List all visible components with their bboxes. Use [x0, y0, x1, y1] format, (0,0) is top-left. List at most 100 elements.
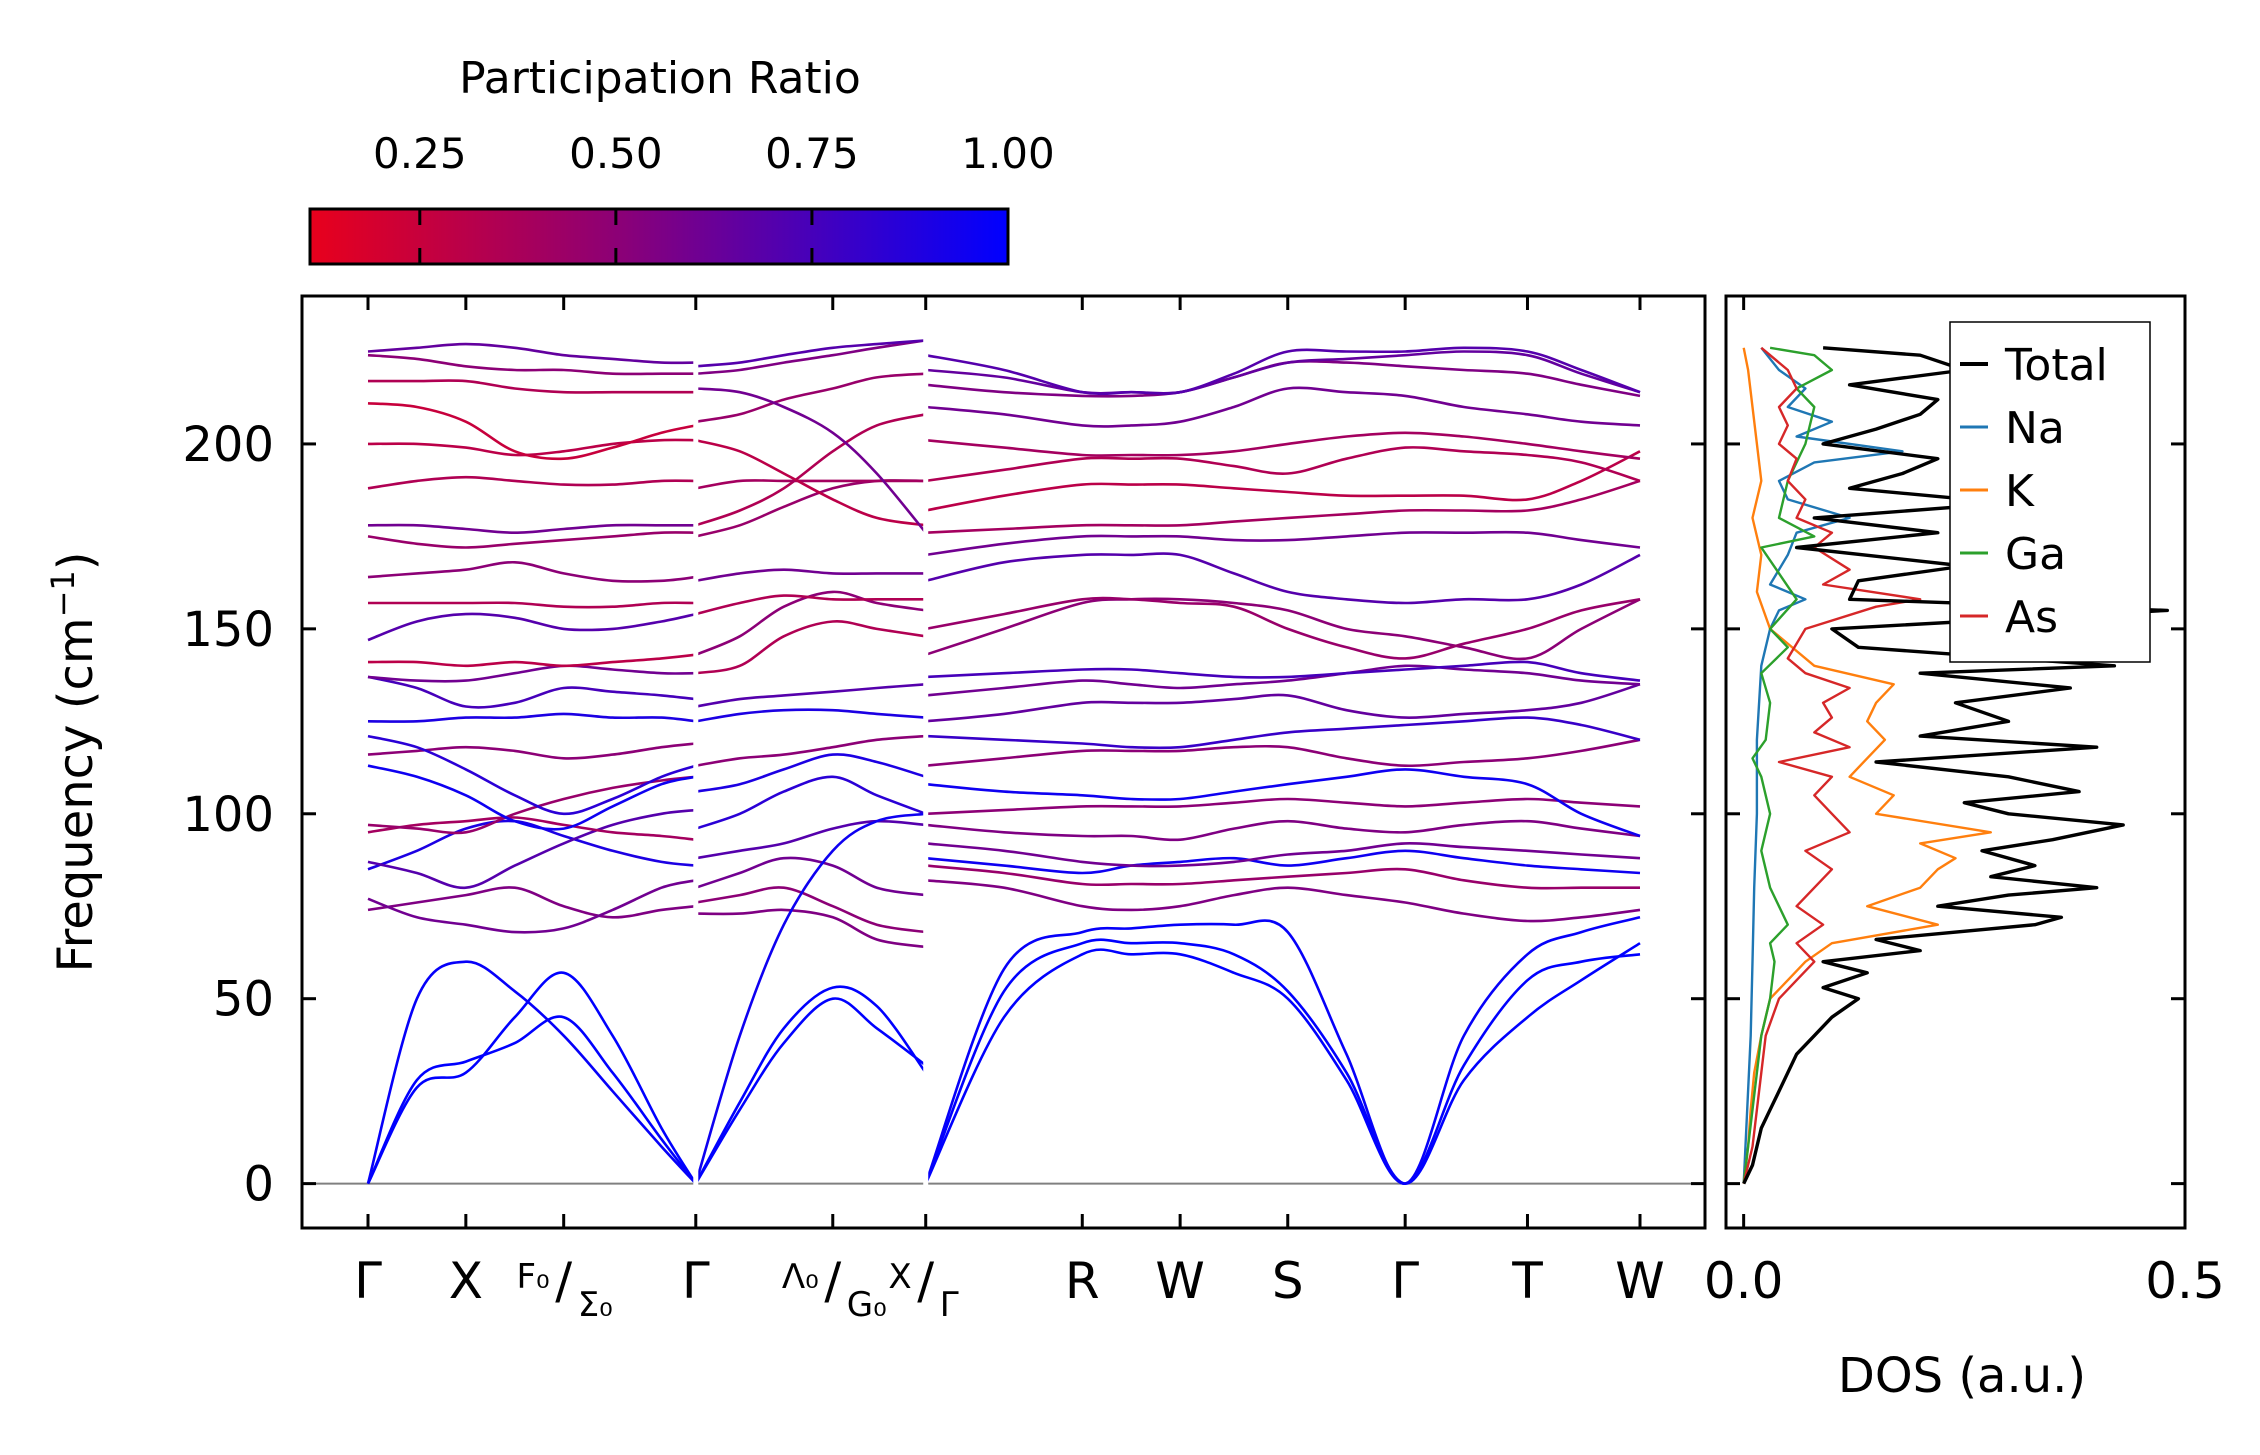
- phonon-branch: [695, 908, 926, 949]
- y-tick-label: 200: [182, 417, 274, 473]
- phonon-branch: [695, 708, 926, 723]
- dos-axes-frame: [1724, 294, 2187, 1230]
- y-tick-label: 100: [182, 787, 274, 843]
- phonon-branch: [925, 479, 1641, 534]
- phonon-branch: [925, 797, 1641, 816]
- x-tick-label-fraction: X / Γ: [888, 1252, 958, 1325]
- x-tick-label-x: X: [449, 1252, 483, 1310]
- phonon-branch: [367, 560, 696, 583]
- phonon-branch: [367, 612, 697, 642]
- phonon-branch: [695, 886, 926, 934]
- phonon-branch: [925, 346, 1641, 396]
- x-tick-label-gamma: Γ: [354, 1252, 382, 1310]
- dos-panel: 0.0 0.5 DOS (a.u.) Total Na K Ga As: [1704, 294, 2225, 1404]
- phonon-branch: [695, 438, 926, 527]
- fraction-slash: /: [824, 1252, 841, 1310]
- fraction-slash: /: [917, 1252, 934, 1310]
- phonon-branch: [367, 712, 696, 723]
- legend-label: Ga: [2005, 529, 2066, 580]
- y-axis-label: Frequency (cm−1): [44, 551, 104, 972]
- x-tick-label-t: T: [1511, 1252, 1543, 1310]
- legend-label: Total: [2004, 340, 2108, 391]
- colorbar-title: Participation Ratio: [459, 53, 861, 104]
- phonon-branch: [695, 479, 926, 490]
- colorbar-tick-label: 0.75: [765, 129, 859, 178]
- phonon-branch: [925, 446, 1641, 483]
- phonon-branch: [695, 819, 926, 860]
- dos-x-axis: 0.0 0.5: [1704, 296, 2225, 1310]
- x-tick-label-w: W: [1615, 1252, 1664, 1310]
- y-tick-label: 50: [213, 972, 274, 1028]
- phonon-branch: [367, 808, 696, 890]
- x-tick-label-fraction: Λ₀ / G₀: [782, 1252, 887, 1325]
- phonon-branch: [367, 531, 696, 549]
- x-tick-label-gamma: Γ: [682, 1252, 710, 1310]
- phonon-branch: [367, 438, 696, 457]
- phonon-branch: [925, 431, 1641, 460]
- phonon-branch: [695, 683, 926, 708]
- y-axis-label-exponent: −1: [44, 570, 82, 617]
- legend-label: K: [2005, 466, 2035, 517]
- phonon-branch: [695, 590, 926, 656]
- phonon-branch: [925, 879, 1641, 923]
- phonon-branch: [368, 379, 696, 394]
- phonon-branch: [925, 596, 1641, 660]
- phonon-branch: [368, 601, 696, 609]
- phonon-branch: [924, 948, 1641, 1185]
- dos-y-ticks: [1726, 442, 2185, 1186]
- phonon-branch: [367, 664, 696, 683]
- phonon-branch: [367, 523, 696, 535]
- dos-x-tick-label: 0.5: [2145, 1252, 2225, 1310]
- phonon-branch: [925, 450, 1641, 512]
- colorbar-ticks: 0.25 0.50 0.75 1.00: [373, 129, 1055, 264]
- phonon-branch: [694, 812, 926, 1184]
- phonon-branch: [695, 387, 927, 534]
- legend-entry-na: Na: [1960, 403, 2065, 454]
- legend-label: As: [2005, 592, 2058, 643]
- phonon-branch: [925, 664, 1641, 697]
- x-tick-label-r: R: [1065, 1252, 1100, 1310]
- phonon-branch: [925, 849, 1641, 875]
- y-axis-label-close: ): [48, 551, 104, 570]
- phonon-branch: [925, 819, 1641, 842]
- colorbar: Participation Ratio 0.25 0.50 0.75 1.00: [308, 53, 1055, 266]
- phonon-branch: [366, 971, 697, 1185]
- phonon-branch: [367, 402, 697, 461]
- fraction-denominator: G₀: [847, 1285, 887, 1325]
- phonon-branch: [925, 530, 1641, 557]
- y-tick-label: 150: [182, 602, 274, 658]
- band-axes-frame: [300, 294, 1707, 1230]
- phonon-branch: [925, 350, 1641, 395]
- phonon-branch: [695, 753, 927, 793]
- phonon-branch: [925, 716, 1641, 750]
- phonon-branch: [695, 775, 927, 830]
- y-tick-label: 0: [243, 1157, 274, 1213]
- phonon-branch: [366, 960, 697, 1185]
- phonon-branch: [367, 653, 696, 668]
- colorbar-bar: [308, 207, 1010, 266]
- phonon-branch: [367, 886, 696, 919]
- phonon-branch: [925, 597, 1641, 661]
- phonon-bands: [366, 339, 1641, 1185]
- phonon-branch: [925, 552, 1641, 605]
- phonon-branch: [924, 916, 1641, 1185]
- phonon-branch: [367, 879, 697, 934]
- phonon-branch: [695, 594, 926, 616]
- phonon-branch: [367, 675, 696, 709]
- phonon-branch: [695, 856, 926, 897]
- phonon-branch: [366, 1015, 697, 1185]
- phonon-branch: [367, 734, 697, 816]
- phonon-branch: [924, 938, 1641, 1185]
- x-tick-label-w: W: [1155, 1252, 1204, 1310]
- dos-curves: [1742, 346, 2169, 1185]
- legend-label: Na: [2005, 403, 2065, 454]
- phonon-branch: [925, 660, 1641, 682]
- fraction-denominator: Γ: [940, 1285, 959, 1325]
- dos-curve-as: [1742, 346, 1922, 1184]
- fraction-numerator: X: [888, 1257, 911, 1297]
- phonon-branch: [695, 339, 926, 368]
- phonon-branch: [925, 842, 1641, 868]
